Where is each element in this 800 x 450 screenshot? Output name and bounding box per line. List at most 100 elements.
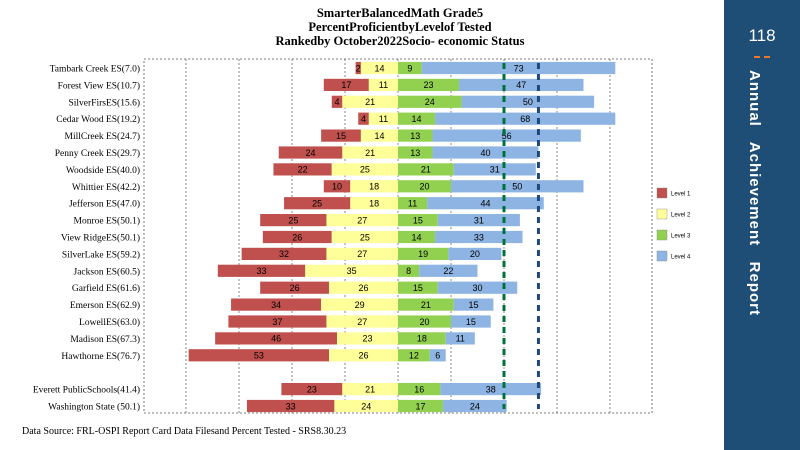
data-label: 8 bbox=[406, 266, 411, 276]
category-label: Penny Creek ES(29.7) bbox=[55, 148, 140, 159]
level-3-bar bbox=[398, 61, 422, 75]
category-label: LowellES(63.0) bbox=[79, 317, 140, 328]
level-3-bar bbox=[398, 78, 459, 91]
data-label: 4 bbox=[361, 114, 366, 124]
data-label: 15 bbox=[413, 215, 423, 225]
data-label: 25 bbox=[360, 165, 370, 175]
level-4-bar bbox=[448, 247, 502, 260]
level-4-bar bbox=[437, 281, 518, 294]
level-2-bar bbox=[326, 315, 398, 328]
level-2-bar bbox=[334, 399, 398, 413]
category-label: Woodside ES(40.0) bbox=[66, 165, 140, 176]
level-4-bar bbox=[451, 315, 491, 328]
legend-label: Level 3 bbox=[671, 234, 691, 240]
report-sidebar: 118 Annual Achievement Report bbox=[724, 0, 800, 450]
sidebar-title-text: Annual Achievement Report bbox=[746, 70, 763, 316]
level-3-bar bbox=[398, 281, 438, 294]
data-label: 73 bbox=[514, 63, 524, 73]
category-label: Cedar Wood ES(19.2) bbox=[56, 114, 140, 125]
data-label: 27 bbox=[357, 249, 367, 259]
level-3-bar bbox=[398, 349, 430, 362]
level-2-bar bbox=[360, 129, 398, 142]
data-label: 12 bbox=[409, 351, 419, 361]
level-2-bar bbox=[326, 247, 398, 260]
legend-swatch bbox=[656, 229, 668, 241]
data-label: 35 bbox=[347, 266, 357, 276]
level-2-bar bbox=[368, 112, 398, 125]
page-number: 118 bbox=[748, 26, 776, 45]
category-label: MillCreek ES(24.7) bbox=[65, 131, 140, 142]
data-label: 11 bbox=[379, 80, 388, 90]
data-label: 29 bbox=[355, 300, 365, 310]
data-label: 24 bbox=[425, 97, 435, 107]
data-label: 15 bbox=[469, 300, 479, 310]
level-2-bar bbox=[331, 163, 398, 176]
data-label: 20 bbox=[419, 317, 429, 327]
data-label: 11 bbox=[456, 334, 465, 344]
level-4-bar bbox=[443, 399, 507, 413]
category-label: View RidgeES(50.1) bbox=[61, 233, 140, 244]
data-label: 26 bbox=[290, 283, 300, 293]
level-1-bar bbox=[331, 95, 343, 108]
level-3-bar bbox=[398, 332, 446, 345]
level-3-bar bbox=[398, 315, 451, 328]
data-label: 2 bbox=[356, 63, 361, 73]
legend-label: Level 4 bbox=[671, 255, 691, 261]
chart-title-line-3: Rankedby October2022Socio- economic Stat… bbox=[275, 34, 525, 48]
data-label: 25 bbox=[288, 215, 298, 225]
legend-swatch bbox=[656, 208, 668, 220]
level-4-bar bbox=[427, 197, 544, 210]
level-1-bar bbox=[321, 129, 361, 142]
data-source-note: Data Source: FRL-OSPI Report Card Data F… bbox=[22, 426, 347, 437]
level-3-bar bbox=[398, 129, 433, 142]
data-label: 25 bbox=[360, 232, 370, 242]
data-label: 18 bbox=[369, 199, 379, 209]
level-1-bar bbox=[355, 61, 361, 75]
level-4-bar bbox=[435, 112, 616, 125]
data-label: 26 bbox=[359, 351, 369, 361]
level-1-bar bbox=[241, 247, 327, 260]
level-2-bar bbox=[350, 197, 398, 210]
level-2-bar bbox=[350, 180, 398, 193]
level-3-bar bbox=[398, 298, 454, 311]
category-label: Whittier ES(42.2) bbox=[72, 182, 140, 193]
level-2-bar bbox=[360, 61, 398, 75]
sidebar-title: Annual Achievement Report bbox=[746, 70, 778, 340]
level-2-bar bbox=[329, 281, 398, 294]
accent-divider bbox=[754, 56, 770, 58]
data-label: 21 bbox=[365, 384, 375, 394]
chart-title-line-2: PercentProficientbyLevelof Tested bbox=[308, 20, 492, 34]
data-label: 27 bbox=[357, 317, 367, 327]
level-2-bar bbox=[337, 332, 398, 345]
level-2-bar bbox=[342, 146, 398, 159]
level-3-bar bbox=[398, 230, 436, 244]
category-label: Hawthorne ES(76.7) bbox=[61, 351, 140, 362]
level-1-bar bbox=[246, 399, 335, 413]
level-1-bar bbox=[323, 78, 369, 91]
data-label: 23 bbox=[423, 80, 433, 90]
level-4-bar bbox=[458, 78, 584, 91]
data-label: 27 bbox=[357, 215, 367, 225]
data-label: 21 bbox=[421, 165, 431, 175]
data-label: 46 bbox=[271, 334, 281, 344]
data-label: 32 bbox=[279, 249, 289, 259]
data-label: 37 bbox=[272, 317, 282, 327]
level-1-bar bbox=[217, 264, 306, 277]
level-1-bar bbox=[188, 349, 330, 362]
category-label: Garfield ES(61.6) bbox=[72, 283, 140, 294]
level-3-bar bbox=[398, 95, 462, 108]
data-label: 21 bbox=[365, 97, 375, 107]
legend-label: Level 2 bbox=[671, 213, 691, 219]
data-label: 22 bbox=[298, 165, 308, 175]
level-1-bar bbox=[273, 163, 332, 176]
data-label: 31 bbox=[474, 215, 484, 225]
data-label: 18 bbox=[417, 334, 427, 344]
level-1-bar bbox=[281, 383, 343, 396]
category-label: Everett PublicSchools(41.4) bbox=[33, 385, 140, 396]
data-label: 4 bbox=[335, 97, 340, 107]
data-label: 16 bbox=[414, 384, 424, 394]
data-label: 33 bbox=[474, 232, 484, 242]
category-label: Tambark Creek ES(7.0) bbox=[50, 64, 140, 75]
data-label: 20 bbox=[419, 182, 429, 192]
